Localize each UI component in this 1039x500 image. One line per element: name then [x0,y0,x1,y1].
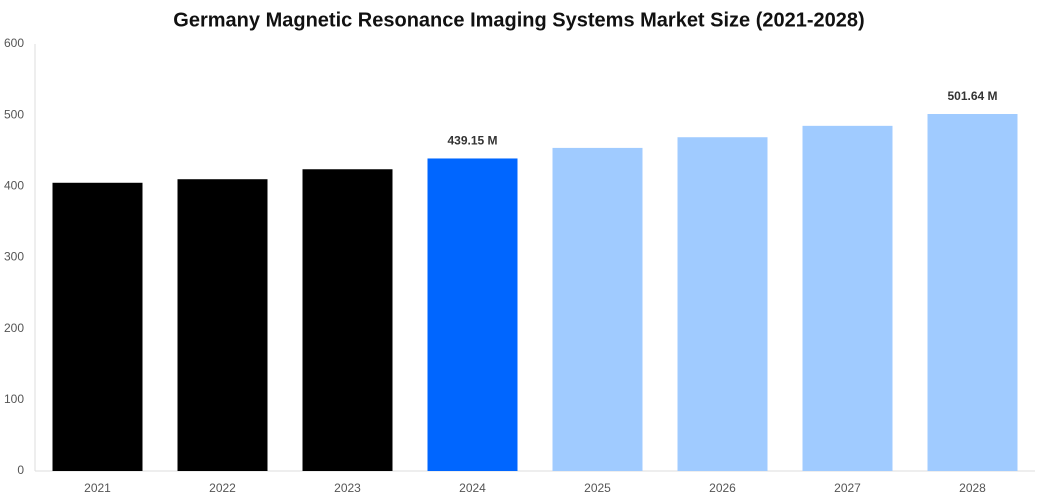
x-tick-label: 2024 [459,481,486,495]
x-tick-label: 2028 [959,481,986,495]
y-tick-label: 600 [4,36,24,50]
y-tick-label: 400 [4,179,24,193]
y-tick-label: 100 [4,392,24,406]
value-label: 439.15 M [447,134,497,148]
value-label: 501.64 M [947,89,997,103]
x-tick-label: 2021 [84,481,111,495]
bar [552,147,643,472]
y-tick-label: 300 [4,250,24,264]
bar [802,125,893,471]
bar [177,179,268,471]
x-tick-label: 2023 [334,481,361,495]
bar [52,182,143,471]
bar [677,137,768,471]
bar [302,169,393,471]
bar [427,158,518,471]
chart-title: Germany Magnetic Resonance Imaging Syste… [173,9,864,31]
x-tick-label: 2027 [834,481,861,495]
y-tick-label: 200 [4,321,24,335]
bar [927,113,1018,471]
y-tick-label: 500 [4,107,24,121]
y-tick-label: 0 [17,463,24,477]
x-tick-label: 2026 [709,481,736,495]
x-tick-label: 2022 [209,481,236,495]
x-tick-label: 2025 [584,481,611,495]
